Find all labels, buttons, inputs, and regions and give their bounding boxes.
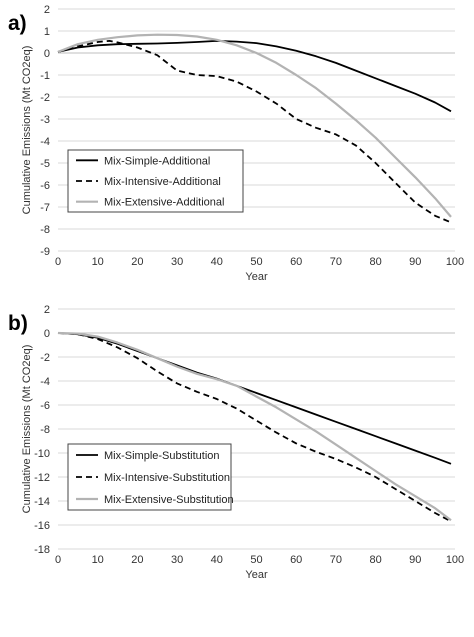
panel-b-series-line-1 — [57, 332, 452, 465]
panel-a-y-tick-label: 1 — [44, 26, 50, 38]
panel-a-y-tick-label: -6 — [40, 180, 50, 192]
panel-a-x-tick-label: 80 — [369, 256, 381, 268]
panel-b-legend-label: Mix-Extensive-Substitution — [104, 494, 234, 506]
panel-a-x-tick-label: 70 — [330, 256, 342, 268]
panel-b-chart: 20-2-4-6-8-10-12-14-16-180 10 20 30 40 50 60 70… — [8, 304, 464, 581]
panel-a-x-tick-label: 90 — [409, 256, 421, 268]
panel-b-legend-label: Mix-Simple-Substitution — [104, 450, 220, 462]
panel-a-y-tick-label: 2 — [44, 4, 50, 16]
panel-b-x-tick-label: 60 — [290, 554, 302, 566]
panel-a-x-tick-label: 40 — [211, 256, 223, 268]
panel-a-x-tick-label: 50 — [250, 256, 262, 268]
panel-a-label: a) — [8, 12, 27, 35]
panel-a-y-tick-label: -2 — [40, 92, 50, 104]
panel-b-x-tick-label: 20 — [131, 554, 143, 566]
panel-a-x-tick-label: 30 — [171, 256, 183, 268]
panel-b-y-tick-label: -16 — [34, 520, 50, 532]
panel-a-y-tick-label: -3 — [40, 114, 50, 126]
panel-b-x-tick-label: 100 — [446, 554, 464, 566]
panel-b-series-line-3 — [57, 331, 452, 522]
panel-b-x-tick-label: 80 — [369, 554, 381, 566]
panel-b-y-tick-label: 2 — [44, 304, 50, 316]
panel-b-x-tick-label: 30 — [171, 554, 183, 566]
panel-b-y-tick-label: -14 — [34, 496, 50, 508]
panel-b-x-tick-label: 0 — [55, 554, 61, 566]
panel-b-y-tick-label: -8 — [40, 424, 50, 436]
panel-b-y-tick-label: -2 — [40, 352, 50, 364]
panel-a-x-tick-label: 20 — [131, 256, 143, 268]
panel-a-x-tick-label: 60 — [290, 256, 302, 268]
panel-a-legend-label: Mix-Intensive-Additional — [104, 176, 221, 188]
panel-b-x-tick-label: 40 — [211, 554, 223, 566]
panel-a-y-tick-label: 0 — [44, 48, 50, 60]
panel-a-x-tick-label: 100 — [446, 256, 464, 268]
panel-b-x-tick-label: 50 — [250, 554, 262, 566]
panel-b-legend-label: Mix-Intensive-Substitution — [104, 472, 230, 484]
panel-b-x-tick-label: 10 — [92, 554, 104, 566]
panel-a-y-tick-label: -7 — [40, 202, 50, 214]
panel-b-y-tick-label: -18 — [34, 544, 50, 556]
panel-b-x-tick-label: 70 — [330, 554, 342, 566]
panel-b-label: b) — [8, 312, 28, 335]
panel-b-y-tick-label: -6 — [40, 400, 50, 412]
panel-b-x-tick-label: 90 — [409, 554, 421, 566]
panel-a-series-line-1 — [57, 40, 452, 113]
panel-a-x-tick-label: 0 — [55, 256, 61, 268]
panel-b-y-tick-label: -10 — [34, 448, 50, 460]
panel-a-legend-label: Mix-Simple-Additional — [104, 155, 210, 167]
panel-a-chart: 210-1-2-3-4-5-6-7-8-90 10 20 30 40 50 60 70 80 90… — [8, 4, 464, 283]
panel-b-y-tick-label: 0 — [44, 328, 50, 340]
panel-a-x-tick-label: 10 — [92, 256, 104, 268]
panel-a-legend-label: Mix-Extensive-Additional — [104, 197, 224, 209]
panel-a-y-tick-label: -9 — [40, 246, 50, 258]
panel-a-y-axis-title: Cumulative Emissions (Mt CO2eq) — [21, 46, 33, 215]
panel-a-x-axis-title: Year — [245, 271, 268, 283]
panel-a-series-line-2 — [57, 40, 452, 224]
panel-b-x-axis-title: Year — [245, 569, 268, 581]
panel-a-y-tick-label: -4 — [40, 136, 50, 148]
panel-b-y-tick-label: -12 — [34, 472, 50, 484]
panel-a-y-tick-label: -5 — [40, 158, 50, 170]
panel-a-y-tick-label: -8 — [40, 224, 50, 236]
panel-a-series-line-3 — [57, 33, 452, 218]
panel-b-y-axis-title: Cumulative Emissions (Mt CO2eq) — [21, 345, 33, 514]
panel-a-y-tick-label: -1 — [40, 70, 50, 82]
panel-b-y-tick-label: -4 — [40, 376, 50, 388]
